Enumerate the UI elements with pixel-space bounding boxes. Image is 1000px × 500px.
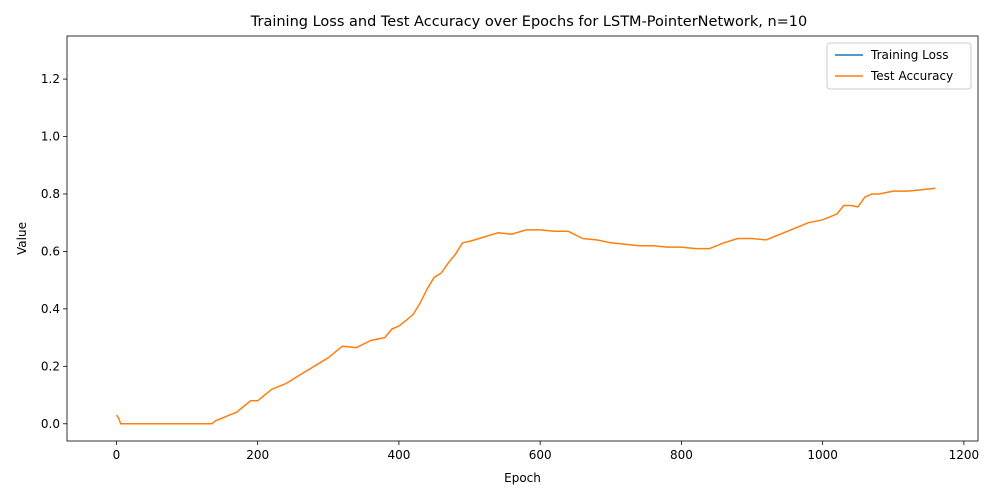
x-tick-label: 200 <box>246 448 269 462</box>
y-tick-label: 0.8 <box>41 187 60 201</box>
legend-label: Test Accuracy <box>870 69 953 83</box>
x-tick-label: 400 <box>387 448 410 462</box>
chart-title: Training Loss and Test Accuracy over Epo… <box>250 14 807 30</box>
x-tick-label: 800 <box>670 448 693 462</box>
y-tick-label: 0.2 <box>41 359 60 373</box>
y-tick-label: 0.6 <box>41 244 60 258</box>
x-tick-label: 0 <box>113 448 121 462</box>
x-axis-label: Epoch <box>504 471 541 485</box>
x-tick-label: 600 <box>529 448 552 462</box>
y-axis-label: Value <box>15 222 29 255</box>
plot-area <box>66 35 979 442</box>
x-tick-label: 1000 <box>807 448 838 462</box>
y-axis: 0.0 0.2 0.4 0.6 0.8 1.0 1.2 <box>41 72 67 431</box>
legend: Training Loss Test Accuracy <box>826 42 972 90</box>
y-tick-label: 0.4 <box>41 302 60 316</box>
y-tick-label: 0.0 <box>41 417 60 431</box>
x-tick-label: 1200 <box>949 448 980 462</box>
y-tick-label: 1.2 <box>41 72 60 86</box>
y-tick-label: 1.0 <box>41 130 60 144</box>
x-axis: 0 200 400 600 800 1000 1200 <box>113 441 980 462</box>
series-line-test-accuracy <box>115 187 936 425</box>
series-layer <box>115 187 936 425</box>
legend-label: Training Loss <box>870 48 948 62</box>
